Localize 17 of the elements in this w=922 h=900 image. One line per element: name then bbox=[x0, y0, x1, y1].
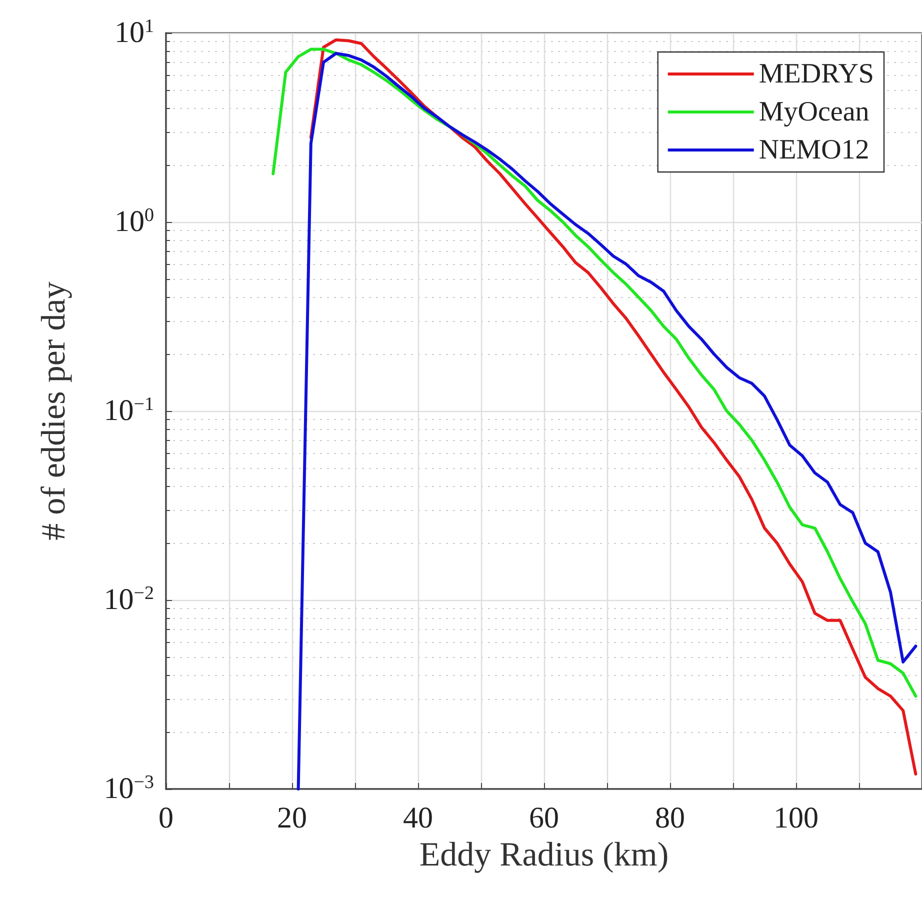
y-tick-label: 10$^{0}$ bbox=[114, 204, 154, 238]
y-axis-title: # of eddies per day bbox=[36, 282, 72, 540]
x-tick-label: 100 bbox=[774, 802, 818, 834]
legend-label: NEMO12 bbox=[758, 134, 870, 166]
x-tick-label: 80 bbox=[655, 802, 685, 834]
y-tick-label: 10$^{−1}$ bbox=[104, 394, 154, 427]
legend-label: MEDRYS bbox=[758, 58, 874, 90]
line-series bbox=[272, 48, 918, 698]
x-tick-label: 40 bbox=[403, 802, 433, 834]
y-tick-label: 10$^{−2}$ bbox=[104, 582, 154, 616]
x-tick-label: 0 bbox=[158, 802, 174, 834]
legend-label: MyOcean bbox=[758, 96, 870, 128]
x-axis-title: Eddy Radius (km) bbox=[419, 836, 669, 874]
x-tick-label: 20 bbox=[277, 802, 307, 834]
y-tick-label: 10$^{1}$ bbox=[114, 16, 154, 49]
y-tick-label: 10$^{−3}$ bbox=[104, 772, 154, 805]
x-tick-label: 60 bbox=[529, 802, 559, 834]
